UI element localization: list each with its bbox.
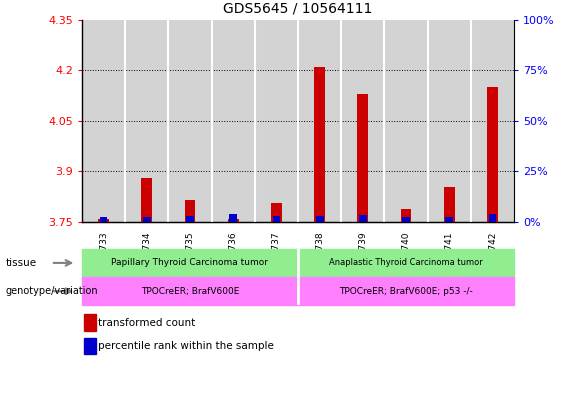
- Bar: [341, 20, 384, 222]
- Bar: [445, 217, 453, 222]
- Bar: [298, 249, 514, 277]
- Bar: [384, 20, 428, 222]
- Bar: [316, 216, 324, 222]
- Bar: [84, 338, 95, 354]
- Bar: [272, 216, 280, 222]
- Bar: [84, 314, 95, 331]
- Bar: [487, 87, 498, 222]
- Bar: [141, 178, 152, 222]
- Bar: [82, 277, 298, 305]
- Bar: [471, 20, 514, 222]
- Bar: [358, 94, 368, 222]
- Bar: [185, 200, 195, 222]
- Bar: [143, 217, 151, 222]
- Text: transformed count: transformed count: [98, 318, 195, 328]
- Text: tissue: tissue: [6, 258, 37, 268]
- Bar: [98, 219, 109, 222]
- Bar: [298, 20, 341, 222]
- Title: GDS5645 / 10564111: GDS5645 / 10564111: [223, 2, 373, 16]
- Text: TPOCreER; BrafV600E: TPOCreER; BrafV600E: [141, 287, 239, 296]
- Bar: [428, 20, 471, 222]
- Bar: [255, 20, 298, 222]
- Bar: [99, 217, 107, 222]
- Bar: [359, 215, 367, 222]
- Text: genotype/variation: genotype/variation: [6, 286, 98, 296]
- Bar: [444, 187, 455, 222]
- Bar: [298, 277, 514, 305]
- Text: Papillary Thyroid Carcinoma tumor: Papillary Thyroid Carcinoma tumor: [111, 259, 268, 267]
- Text: TPOCreER; BrafV600E; p53 -/-: TPOCreER; BrafV600E; p53 -/-: [339, 287, 473, 296]
- Bar: [228, 219, 238, 222]
- Bar: [168, 20, 211, 222]
- Bar: [211, 20, 255, 222]
- Bar: [401, 209, 411, 222]
- Bar: [229, 214, 237, 222]
- Bar: [314, 67, 325, 222]
- Bar: [125, 20, 168, 222]
- Bar: [186, 216, 194, 222]
- Bar: [489, 214, 497, 222]
- Text: Anaplastic Thyroid Carcinoma tumor: Anaplastic Thyroid Carcinoma tumor: [329, 259, 483, 267]
- Bar: [82, 20, 125, 222]
- Text: percentile rank within the sample: percentile rank within the sample: [98, 341, 273, 351]
- Bar: [271, 204, 282, 222]
- Bar: [402, 217, 410, 222]
- Bar: [82, 249, 298, 277]
